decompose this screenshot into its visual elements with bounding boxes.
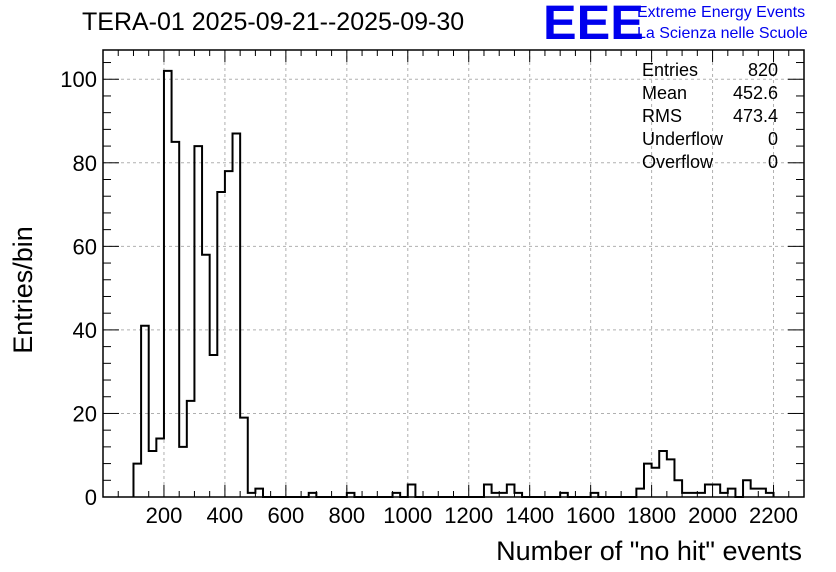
y-tick-label: 0 — [85, 485, 97, 510]
stats-row-mean: Mean 452.6 — [642, 83, 778, 106]
histogram-bin — [743, 480, 751, 497]
x-tick-label: 200 — [146, 503, 183, 528]
histogram-bin — [202, 255, 210, 497]
histogram-bin — [149, 451, 157, 497]
x-axis-label: Number of "no hit" events — [496, 536, 802, 566]
histogram-bin — [255, 489, 263, 497]
histogram-bin — [674, 480, 682, 497]
histogram-bin — [751, 489, 759, 497]
x-tick-label: 2000 — [688, 503, 737, 528]
axis-ticks — [102, 50, 805, 498]
y-tick-label: 20 — [73, 401, 97, 426]
stats-label: Underflow — [642, 129, 724, 149]
x-tick-label: 1600 — [566, 503, 615, 528]
y-tick-label: 60 — [73, 234, 97, 259]
histogram-bin — [705, 484, 713, 497]
y-tick-labels: 0 20 40 60 80 100 — [60, 67, 97, 510]
x-tick-label: 2200 — [749, 503, 798, 528]
histogram-bin — [233, 134, 241, 497]
x-tick-label: 1200 — [444, 503, 493, 528]
y-axis-label: Entries/bin — [8, 226, 38, 354]
histogram-bin — [194, 146, 202, 497]
histogram-bin — [141, 326, 149, 497]
histogram-bin — [225, 171, 233, 497]
histogram-bin — [187, 401, 195, 497]
y-tick-label: 40 — [73, 318, 97, 343]
histogram-bin — [667, 459, 675, 497]
stats-label: RMS — [642, 106, 682, 126]
histogram-bin — [652, 468, 660, 497]
grid-lines — [103, 50, 804, 497]
stats-value: 0 — [767, 129, 778, 149]
histogram-bin — [484, 484, 492, 497]
stats-row-entries: Entries 820 — [642, 60, 778, 83]
x-tick-label: 1000 — [383, 503, 432, 528]
histogram-bin — [659, 451, 667, 497]
y-tick-label: 100 — [60, 67, 97, 92]
chart-title: TERA-01 2025-09-21--2025-09-30 — [82, 8, 465, 36]
histogram-bin — [217, 192, 225, 497]
histogram-bin — [133, 464, 141, 497]
histogram-bin — [179, 447, 187, 497]
stats-label: Mean — [642, 83, 688, 103]
stats-box: Entries 820 Mean 452.6 RMS 473.4 Underfl… — [642, 60, 778, 175]
x-tick-label: 1400 — [505, 503, 554, 528]
x-tick-label: 600 — [268, 503, 305, 528]
y-tick-label: 80 — [73, 151, 97, 176]
histogram-bin — [210, 355, 218, 497]
logo-line-2: La Scienza nelle Scuole — [637, 25, 808, 42]
stats-label: Overflow — [642, 152, 714, 172]
stats-value: 452.6 — [732, 83, 778, 103]
x-tick-labels: 200 400 600 800 1000 1200 1400 1600 1800 2000 2200 — [146, 503, 798, 528]
x-tick-label: 1800 — [627, 503, 676, 528]
x-tick-label: 400 — [207, 503, 244, 528]
x-tick-label: 800 — [328, 503, 365, 528]
histogram-bin — [172, 142, 180, 497]
stats-value: 820 — [747, 60, 778, 80]
eee-logo: EEE — [543, 0, 644, 50]
histogram-bin — [636, 489, 644, 497]
histogram-bin — [758, 489, 766, 497]
stats-label: Entries — [642, 60, 699, 80]
histogram-bin — [408, 484, 416, 497]
stats-value: 473.4 — [732, 106, 778, 126]
plot-frame — [102, 49, 805, 498]
stats-row-overflow: Overflow 0 — [642, 152, 778, 175]
histogram-bin — [728, 489, 736, 497]
stats-value: 0 — [767, 152, 778, 172]
histogram-bin — [156, 439, 164, 497]
histogram-bin — [713, 484, 721, 497]
stats-row-rms: RMS 473.4 — [642, 106, 778, 129]
stats-row-underflow: Underflow 0 — [642, 129, 778, 152]
histogram-bin — [240, 418, 248, 497]
histogram-bin — [644, 464, 652, 497]
histogram-bin — [164, 71, 172, 497]
logo-line-1: Extreme Energy Events — [637, 4, 806, 21]
histogram-bin — [507, 484, 515, 497]
